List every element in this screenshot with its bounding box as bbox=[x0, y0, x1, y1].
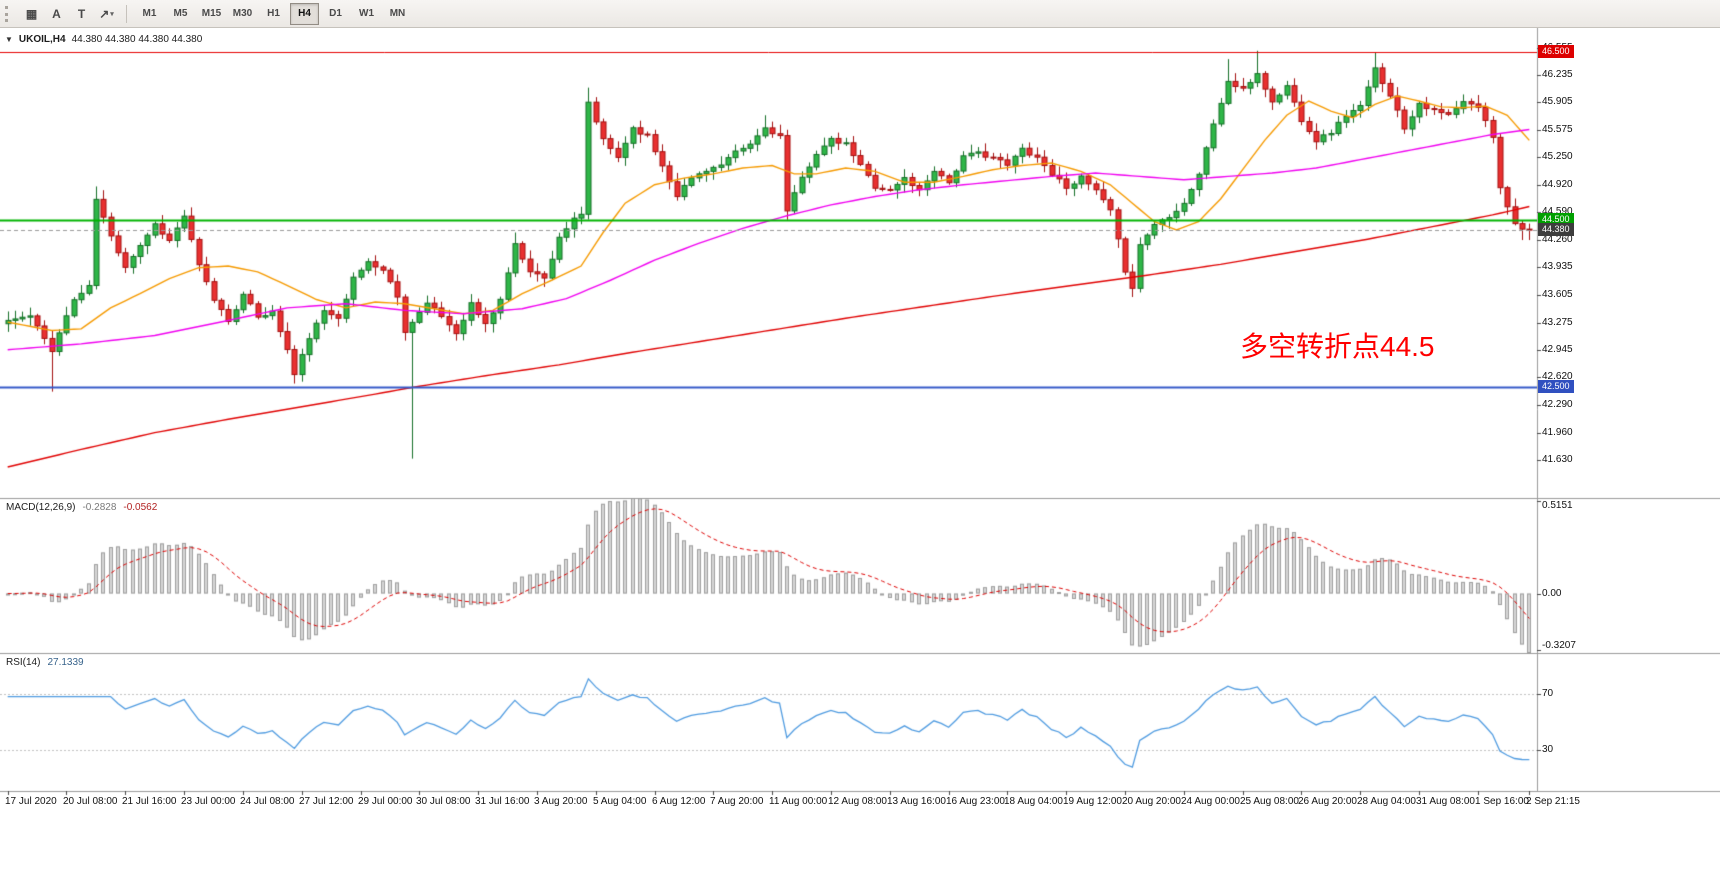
chart-grid-tool[interactable]: ▦ bbox=[25, 6, 38, 21]
ohlc-values: 44.380 44.380 44.380 44.380 bbox=[71, 34, 203, 45]
arrow-tools-dropdown[interactable]: ↗ ▾ bbox=[99, 6, 114, 21]
price-axis-label: 43.605 bbox=[1542, 289, 1573, 300]
price-axis-label: 44.920 bbox=[1542, 179, 1573, 190]
price-axis-label: 41.630 bbox=[1542, 454, 1573, 465]
macd-indicator-header: MACD(12,26,9) -0.2828 -0.0562 bbox=[6, 502, 157, 513]
price-axis-label: 42.290 bbox=[1542, 399, 1573, 410]
time-axis-label: 19 Aug 12:00 bbox=[1063, 796, 1122, 807]
price-axis-label: 44.590 bbox=[1542, 206, 1573, 217]
timeframe-button-m15[interactable]: M15 bbox=[201, 8, 222, 19]
price-axis-label: 42.945 bbox=[1542, 344, 1573, 355]
rsi-name-label: RSI(14) bbox=[6, 657, 41, 668]
timeframe-button-mn[interactable]: MN bbox=[389, 8, 406, 19]
main-toolbar: ▦ A T ↗ ▾ M1 M5 M15 M30 H1 H4 D1 W1 MN bbox=[0, 0, 1720, 28]
time-axis-label: 7 Aug 20:00 bbox=[710, 796, 764, 807]
toolbar-drag-handle[interactable] bbox=[5, 5, 13, 22]
symbol-header: ▼ UKOIL,H4 44.380 44.380 44.380 44.380 bbox=[5, 34, 202, 45]
time-axis-label: 11 Aug 00:00 bbox=[769, 796, 828, 807]
rsi-value: 27.1339 bbox=[47, 657, 84, 668]
timeframe-button-m1[interactable]: M1 bbox=[142, 8, 157, 19]
time-axis-label: 23 Jul 00:00 bbox=[181, 796, 236, 807]
time-axis-label: 5 Aug 04:00 bbox=[593, 796, 647, 807]
timeframe-button-h4[interactable]: H4 bbox=[290, 2, 319, 25]
macd-axis-label: 0.5151 bbox=[1542, 500, 1573, 511]
time-axis-label: 2 Sep 21:15 bbox=[1526, 796, 1580, 807]
price-axis-label: 43.935 bbox=[1542, 261, 1573, 272]
text-tool[interactable]: A bbox=[52, 6, 61, 21]
price-axis-label: 45.250 bbox=[1542, 151, 1573, 162]
price-axis-label: 45.905 bbox=[1542, 96, 1573, 107]
line-studies-toolbar: ▦ A T ↗ ▾ bbox=[19, 2, 119, 25]
time-axis-label: 13 Aug 16:00 bbox=[887, 796, 946, 807]
timeframe-button-d1[interactable]: D1 bbox=[329, 8, 342, 19]
macd-main-value: -0.2828 bbox=[82, 502, 117, 513]
rsi-indicator-header: RSI(14) 27.1339 bbox=[6, 657, 84, 668]
text-label-tool[interactable]: T bbox=[77, 6, 86, 21]
time-axis-label: 31 Aug 08:00 bbox=[1416, 796, 1475, 807]
symbol-timeframe-label: UKOIL,H4 bbox=[18, 34, 66, 45]
macd-axis-label: -0.3207 bbox=[1542, 640, 1576, 651]
chart-window: ▼ UKOIL,H4 44.380 44.380 44.380 44.380 M… bbox=[0, 28, 1720, 895]
rsi-axis-label: 30 bbox=[1542, 744, 1554, 755]
time-axis-label: 30 Jul 08:00 bbox=[416, 796, 471, 807]
time-axis-label: 26 Aug 20:00 bbox=[1298, 796, 1357, 807]
rsi-axis-label: 70 bbox=[1542, 688, 1554, 699]
time-axis-label: 29 Jul 00:00 bbox=[358, 796, 413, 807]
time-axis-label: 21 Jul 16:00 bbox=[122, 796, 177, 807]
time-axis-label: 24 Jul 08:00 bbox=[240, 796, 295, 807]
time-axis-label: 20 Jul 08:00 bbox=[63, 796, 118, 807]
price-axis-label: 41.960 bbox=[1542, 427, 1573, 438]
macd-name-label: MACD(12,26,9) bbox=[6, 502, 76, 513]
time-axis-label: 18 Aug 04:00 bbox=[1004, 796, 1063, 807]
macd-signal-value: -0.0562 bbox=[123, 502, 158, 513]
time-axis-label: 28 Aug 04:00 bbox=[1357, 796, 1416, 807]
timeframe-button-m30[interactable]: M30 bbox=[232, 8, 253, 19]
time-axis-label: 12 Aug 08:00 bbox=[828, 796, 887, 807]
price-axis-label: 45.575 bbox=[1542, 124, 1573, 135]
price-axis-label: 44.260 bbox=[1542, 234, 1573, 245]
time-axis-label: 24 Aug 00:00 bbox=[1181, 796, 1240, 807]
timeframes-toolbar: M1 M5 M15 M30 H1 H4 D1 W1 MN bbox=[134, 2, 413, 25]
time-axis-label: 3 Aug 20:00 bbox=[534, 796, 588, 807]
level-price-badge: 42.500 bbox=[1538, 380, 1574, 393]
time-axis-label: 27 Jul 12:00 bbox=[299, 796, 354, 807]
time-axis-label: 6 Aug 12:00 bbox=[652, 796, 706, 807]
timeframe-button-w1[interactable]: W1 bbox=[359, 8, 374, 19]
timeframe-button-h1[interactable]: H1 bbox=[267, 8, 280, 19]
price-axis-label: 43.275 bbox=[1542, 317, 1573, 328]
macd-axis-label: 0.00 bbox=[1542, 588, 1562, 599]
level-price-badge: 46.500 bbox=[1538, 45, 1574, 58]
time-axis-label: 1 Sep 16:00 bbox=[1475, 796, 1529, 807]
level-price-badge: 44.500 bbox=[1538, 213, 1574, 226]
price-axis-label: 42.620 bbox=[1542, 371, 1573, 382]
toolbar-separator bbox=[126, 4, 127, 23]
time-axis-label: 31 Jul 16:00 bbox=[475, 796, 530, 807]
ohlc-collapse-icon[interactable]: ▼ bbox=[5, 35, 13, 44]
chart-annotation-text[interactable]: 多空转折点44.5 bbox=[1240, 331, 1435, 362]
time-axis-label: 25 Aug 08:00 bbox=[1240, 796, 1299, 807]
time-axis-label: 17 Jul 2020 bbox=[5, 796, 57, 807]
timeframe-button-m5[interactable]: M5 bbox=[173, 8, 188, 19]
current-price-badge: 44.380 bbox=[1538, 223, 1574, 236]
price-chart-canvas[interactable] bbox=[0, 28, 1720, 895]
price-axis-label: 46.235 bbox=[1542, 69, 1573, 80]
time-axis-label: 20 Aug 20:00 bbox=[1122, 796, 1181, 807]
time-axis-label: 16 Aug 23:00 bbox=[946, 796, 1005, 807]
dropdown-caret-icon: ▾ bbox=[110, 10, 114, 18]
